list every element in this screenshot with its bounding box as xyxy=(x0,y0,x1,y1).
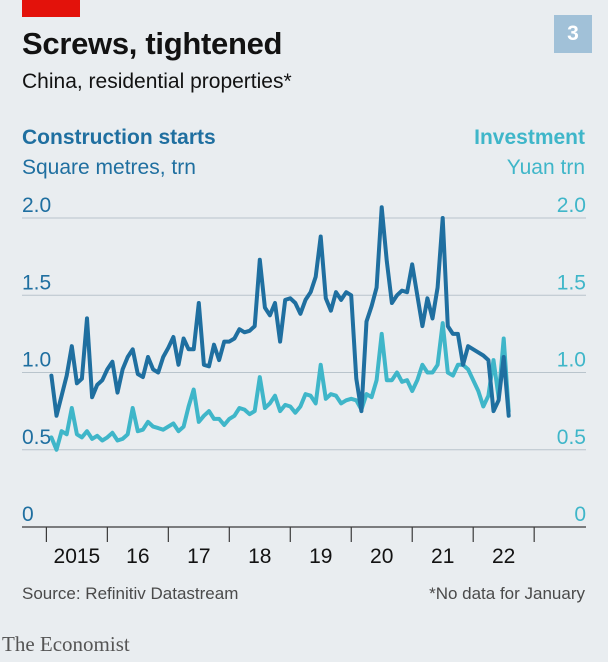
left-axis-ticks: 2.0 1.5 1.0 0.5 0 xyxy=(22,194,51,526)
chart-number-badge: 3 xyxy=(554,15,592,53)
chart-subtitle: China, residential properties* xyxy=(22,70,292,93)
left-axis-unit: Square metres, trn xyxy=(22,156,196,179)
x-tick-label: 18 xyxy=(248,545,271,568)
right-tick-label: 1.0 xyxy=(557,349,586,372)
footnote: *No data for January xyxy=(429,584,585,603)
right-tick-label: 1.5 xyxy=(557,271,586,294)
investment-line xyxy=(49,321,511,452)
right-tick-label: 2.0 xyxy=(557,194,586,217)
right-axis-ticks: 2.0 1.5 1.0 0.5 0 xyxy=(557,194,586,526)
x-tick-label: 2015 xyxy=(54,545,101,568)
left-tick-label: 1.0 xyxy=(22,349,51,372)
chart-title: Screws, tightened xyxy=(22,26,283,61)
right-tick-label: 0.5 xyxy=(557,426,586,449)
x-tick-label: 16 xyxy=(126,545,149,568)
left-tick-label: 0 xyxy=(22,503,34,526)
left-tick-label: 2.0 xyxy=(22,194,51,217)
left-series-label: Construction starts xyxy=(22,126,216,149)
right-series-label: Investment xyxy=(474,126,585,149)
right-tick-label: 0 xyxy=(574,503,586,526)
x-tick-label: 17 xyxy=(187,545,210,568)
economist-logo-text: The Economist xyxy=(2,632,130,656)
x-tick-label: 19 xyxy=(309,545,332,568)
x-tick-label: 21 xyxy=(431,545,454,568)
gridlines xyxy=(22,217,586,528)
series-lines xyxy=(49,205,511,452)
left-tick-label: 0.5 xyxy=(22,426,51,449)
x-axis-ticks: 2015 16 17 18 19 20 21 22 xyxy=(45,527,535,568)
line-chart: 2.0 1.5 1.0 0.5 0 2.0 1.5 1.0 0.5 0 2015 16 17 18 19… xyxy=(22,194,586,568)
x-tick-label: 20 xyxy=(370,545,393,568)
brand-red-tag xyxy=(22,0,80,17)
left-tick-label: 1.5 xyxy=(22,271,51,294)
source-note: Source: Refinitiv Datastream xyxy=(22,584,239,603)
right-axis-unit: Yuan trn xyxy=(506,156,585,179)
construction-starts-line xyxy=(49,205,511,418)
x-tick-label: 22 xyxy=(492,545,515,568)
